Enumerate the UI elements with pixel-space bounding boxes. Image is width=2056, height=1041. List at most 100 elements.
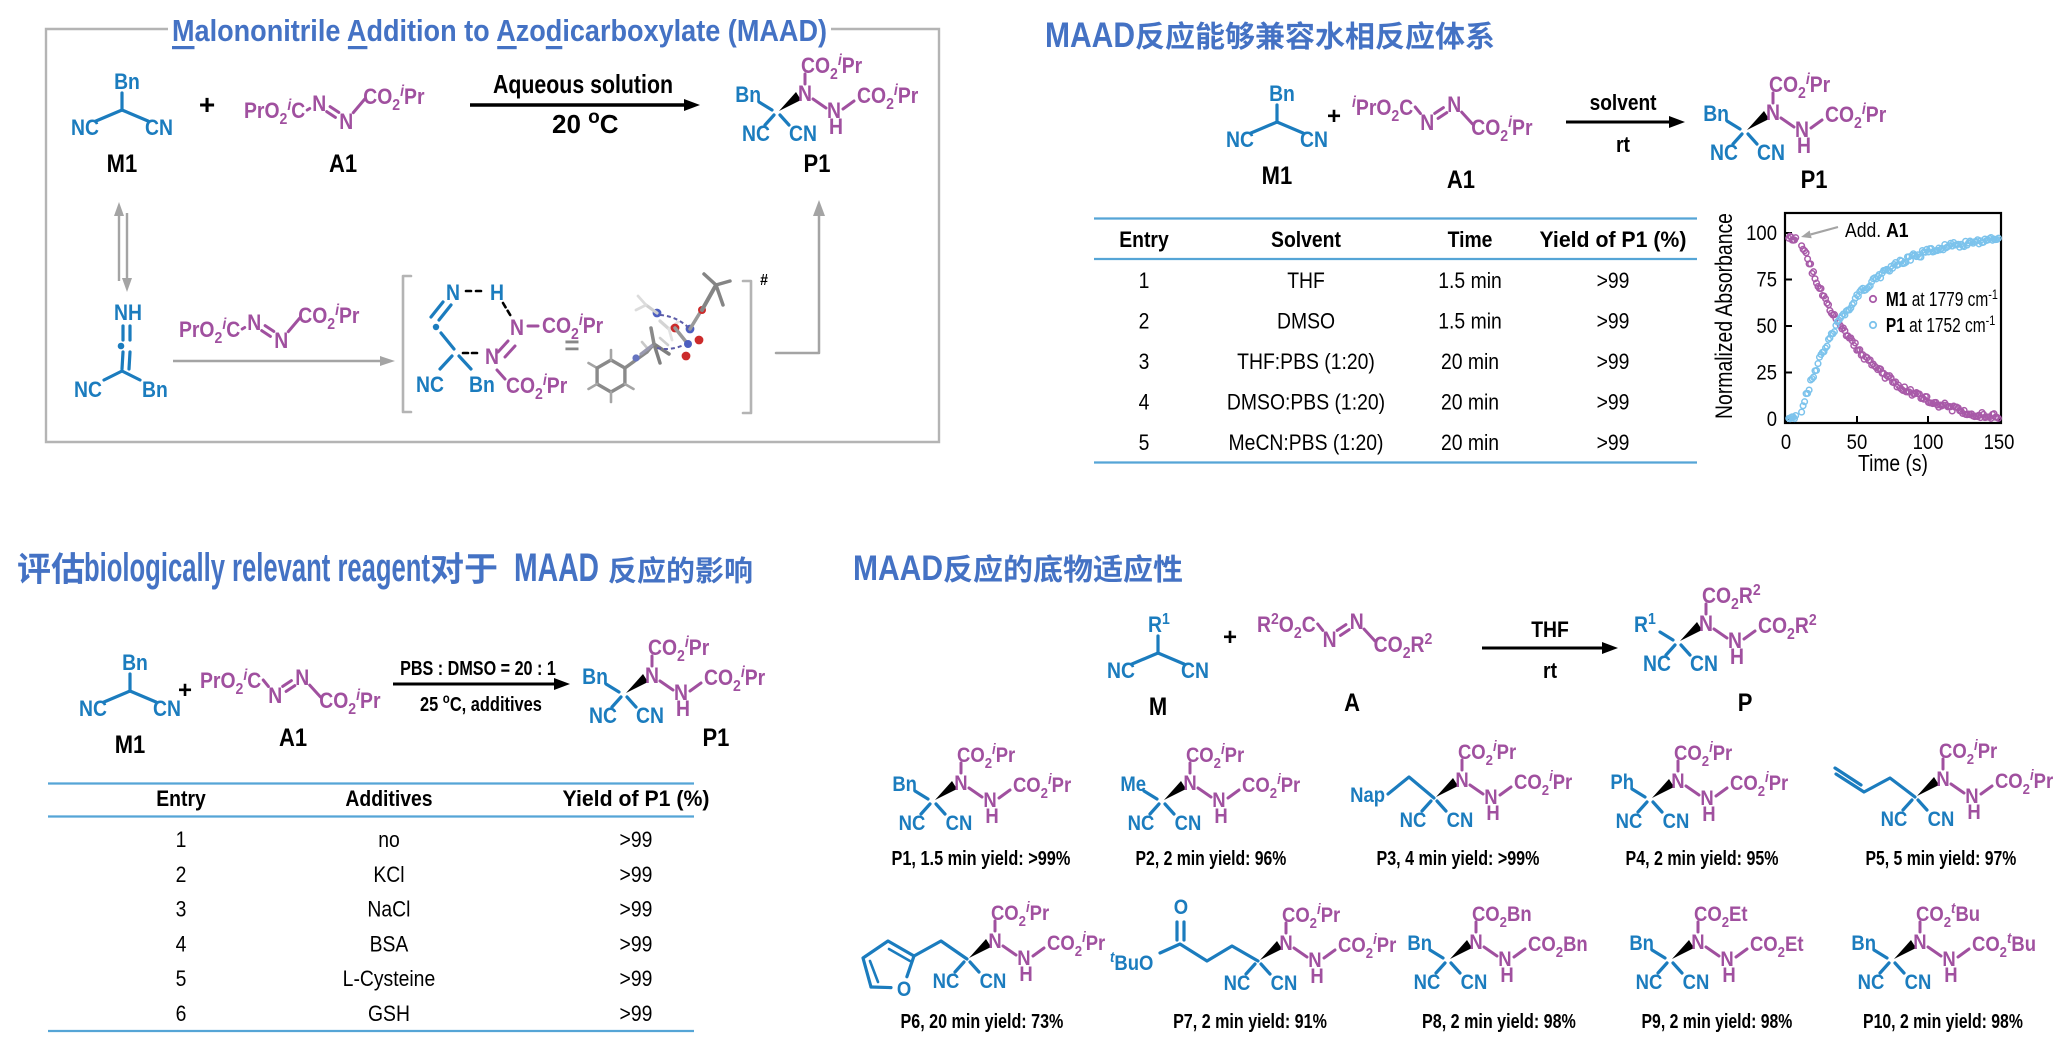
svg-text:CO2R2: CO2R2	[1374, 630, 1433, 662]
svg-text:H: H	[490, 281, 504, 305]
svg-text:N: N	[1936, 768, 1949, 791]
svg-text:Bn: Bn	[735, 83, 761, 107]
svg-text:CN: CN	[145, 116, 173, 140]
svg-text:CO2iPr: CO2iPr	[319, 686, 380, 718]
svg-text:Aqueous solution: Aqueous solution	[493, 70, 673, 100]
svg-text:no: no	[378, 828, 400, 852]
svg-text:H: H	[676, 697, 690, 721]
svg-text:NC: NC	[1224, 972, 1251, 995]
svg-text:4: 4	[1139, 390, 1150, 414]
svg-text:NC: NC	[1858, 971, 1885, 994]
svg-text:H: H	[1214, 805, 1227, 828]
svg-text:100: 100	[1746, 222, 1777, 245]
svg-text:CO2iPr: CO2iPr	[1471, 113, 1532, 145]
svg-text:CO2iPr: CO2iPr	[957, 740, 1016, 771]
svg-text:N: N	[1700, 787, 1713, 810]
svg-text:CN: CN	[946, 812, 973, 835]
svg-text:DMSO:PBS (1:20): DMSO:PBS (1:20)	[1227, 390, 1385, 414]
svg-text:Bn: Bn	[122, 651, 148, 675]
svg-text:N: N	[1728, 629, 1742, 653]
svg-text:PrO2iC: PrO2iC	[179, 315, 240, 347]
svg-text:H: H	[1730, 645, 1744, 669]
svg-text:CO2iPr: CO2iPr	[1458, 737, 1517, 768]
svg-text:1: 1	[176, 828, 187, 852]
svg-text:+: +	[178, 677, 192, 704]
svg-text:>99: >99	[620, 967, 653, 991]
svg-text:=: =	[564, 330, 579, 360]
svg-text:NC: NC	[1710, 141, 1738, 165]
svg-text:MAAD: MAAD	[514, 546, 599, 590]
svg-text:>99: >99	[620, 828, 653, 852]
svg-text:CN: CN	[1905, 971, 1932, 994]
svg-text:PrO2iC: PrO2iC	[244, 96, 305, 128]
svg-text:NH: NH	[114, 301, 142, 325]
svg-text:NaCl: NaCl	[367, 897, 410, 921]
svg-text:N: N	[1420, 111, 1434, 135]
svg-text:H: H	[1722, 964, 1735, 987]
svg-text:P4, 2 min yield: 95%: P4, 2 min yield: 95%	[1626, 847, 1779, 869]
svg-text:N: N	[1447, 93, 1461, 117]
svg-text:20 min: 20 min	[1441, 431, 1499, 455]
svg-text:P1: P1	[703, 724, 730, 752]
svg-text:H: H	[1310, 965, 1323, 988]
svg-text:N: N	[510, 316, 524, 340]
svg-text:CO2iPr: CO2iPr	[1674, 738, 1733, 769]
svg-text:Yield of P1 (%): Yield of P1 (%)	[563, 786, 710, 811]
svg-text:CO2iPr: CO2iPr	[1939, 736, 1998, 767]
svg-text:>99: >99	[1597, 269, 1630, 293]
svg-text:1: 1	[1139, 269, 1150, 293]
svg-text:+: +	[1327, 103, 1341, 130]
svg-text:N: N	[1913, 931, 1926, 954]
svg-text:+: +	[199, 89, 215, 120]
svg-text:N: N	[1720, 948, 1733, 971]
svg-text:solvent: solvent	[1590, 91, 1657, 116]
svg-text:A1: A1	[1447, 166, 1475, 194]
svg-text:100: 100	[1913, 431, 1944, 454]
svg-text:CN: CN	[1757, 141, 1785, 165]
svg-text:CN: CN	[636, 704, 664, 728]
svg-text:P3, 4 min yield: >99%: P3, 4 min yield: >99%	[1377, 847, 1540, 869]
svg-text:NC: NC	[899, 812, 926, 835]
svg-text:NC: NC	[589, 704, 617, 728]
svg-text:N: N	[1469, 931, 1482, 954]
svg-text:CO2iPr: CO2iPr	[991, 898, 1050, 929]
svg-text:N: N	[1350, 610, 1364, 634]
svg-text:CO2iPr: CO2iPr	[648, 633, 709, 665]
svg-text:NC: NC	[71, 116, 99, 140]
svg-text:N: N	[1308, 949, 1321, 972]
svg-text:N: N	[1323, 628, 1337, 652]
svg-text:biologically relevant reagent: biologically relevant reagent	[84, 546, 430, 590]
svg-text:H: H	[1702, 803, 1715, 826]
svg-text:Time (s): Time (s)	[1858, 451, 1928, 476]
svg-text:P1: P1	[1801, 166, 1828, 194]
svg-text:M1: M1	[115, 731, 146, 759]
svg-text:N: N	[1498, 948, 1511, 971]
svg-text:N: N	[274, 329, 288, 353]
svg-text:CO2iPr: CO2iPr	[1769, 70, 1830, 102]
svg-text:N: N	[1212, 789, 1225, 812]
svg-text:A1: A1	[279, 724, 307, 752]
svg-text:H: H	[1797, 134, 1811, 158]
svg-text:R1: R1	[1148, 610, 1170, 637]
svg-text:P: P	[1738, 689, 1753, 717]
svg-text:Solvent: Solvent	[1271, 228, 1341, 252]
svg-text:NC: NC	[74, 378, 102, 402]
svg-text:N: N	[1484, 786, 1497, 809]
svg-text:NC: NC	[1226, 128, 1254, 152]
svg-text:H: H	[985, 805, 998, 828]
svg-text:Me: Me	[1120, 773, 1146, 796]
svg-text:CN: CN	[789, 122, 817, 146]
svg-text:NC: NC	[416, 373, 444, 397]
svg-text:5: 5	[1139, 431, 1150, 455]
svg-text:rt: rt	[1616, 133, 1630, 157]
svg-text:Bn: Bn	[142, 378, 168, 402]
svg-text:>99: >99	[1597, 431, 1630, 455]
svg-text:+: +	[1223, 624, 1237, 651]
svg-text:NC: NC	[1616, 810, 1643, 833]
svg-text:tBuO: tBuO	[1110, 948, 1153, 975]
svg-text:N: N	[485, 345, 499, 369]
svg-text:CN: CN	[1683, 971, 1710, 994]
svg-text:P6, 20 min yield: 73%: P6, 20 min yield: 73%	[901, 1010, 1064, 1032]
svg-text:CN: CN	[1175, 812, 1202, 835]
svg-text:H: H	[1019, 963, 1032, 986]
